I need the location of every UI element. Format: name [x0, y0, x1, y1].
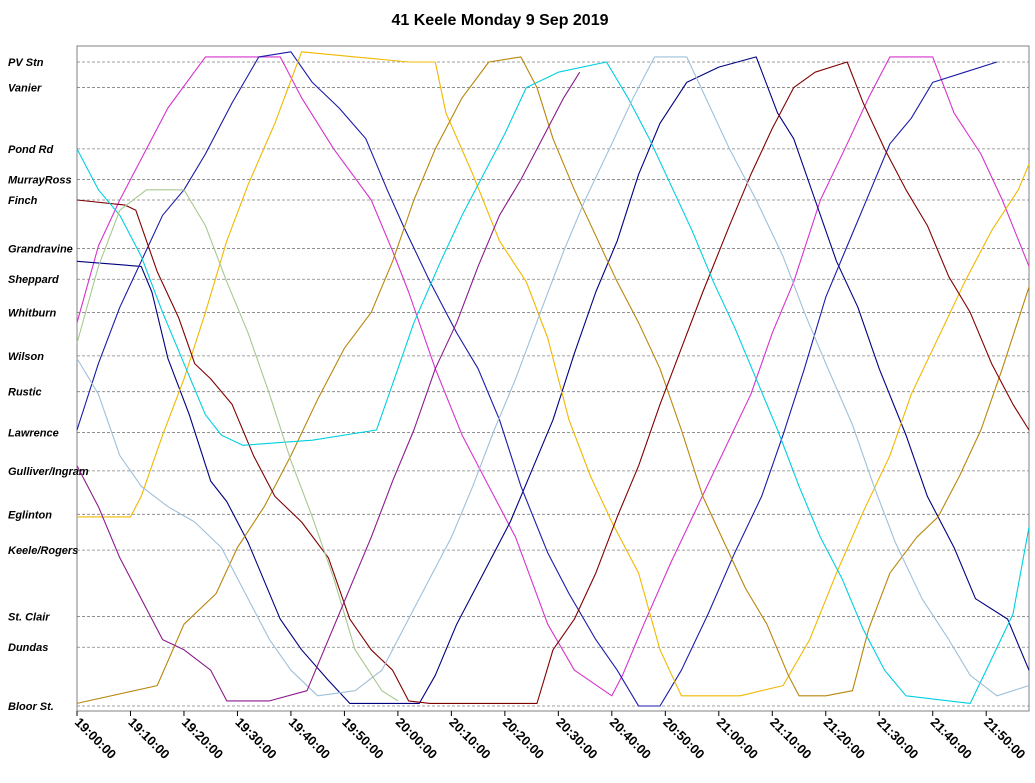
stop-label: Grandravine	[8, 244, 73, 256]
trip-line-8	[76, 56, 1030, 697]
x-tick-label: 20:00:00	[393, 715, 440, 762]
stop-label: Whitburn	[8, 307, 57, 319]
stop-label: Keele/Rogers	[8, 545, 78, 557]
stop-label: Rustic	[8, 387, 42, 399]
x-tick-label: 21:10:00	[767, 715, 814, 762]
stop-label: MurrayRoss	[8, 175, 72, 187]
stop-label: Bloor St.	[8, 701, 54, 713]
stop-label: St. Clair	[8, 612, 50, 624]
x-tick-label: 20:40:00	[607, 715, 654, 762]
trip-line-2	[76, 56, 1030, 704]
plot-frame	[76, 45, 1030, 712]
stop-label: Vanier	[8, 83, 42, 95]
x-tick-label: 19:20:00	[179, 715, 226, 762]
x-tick-label: 19:00:00	[72, 715, 119, 762]
x-tick-label: 21:50:00	[981, 715, 1028, 762]
x-tick-label: 20:30:00	[553, 715, 600, 762]
trip-line-6	[76, 61, 1030, 704]
stop-label: Lawrence	[8, 428, 59, 440]
x-tick-label: 21:00:00	[714, 715, 761, 762]
trip-line-3	[76, 51, 998, 707]
trip-line-7	[76, 61, 1030, 704]
trip-line-9	[76, 189, 399, 702]
x-tick-label: 20:20:00	[500, 715, 547, 762]
x-tick-label: 21:20:00	[821, 715, 868, 762]
x-tick-label: 19:50:00	[339, 715, 386, 762]
stop-label: Gulliver/Ingram	[8, 466, 89, 478]
trip-line-5	[76, 56, 1030, 704]
chart-title: 41 Keele Monday 9 Sep 2019	[391, 12, 609, 29]
x-tick-label: 20:10:00	[446, 715, 493, 762]
x-tick-label: 20:50:00	[660, 715, 707, 762]
x-tick-label: 19:40:00	[286, 715, 333, 762]
stop-label: Finch	[8, 195, 38, 207]
x-tick-label: 19:10:00	[125, 715, 172, 762]
trip-line-10	[76, 71, 581, 702]
stop-label: Wilson	[8, 351, 44, 363]
x-tick-label: 21:30:00	[874, 715, 921, 762]
trip-lines	[76, 51, 1030, 707]
x-tick-label: 19:30:00	[232, 715, 279, 762]
time-axis: 19:00:00 19:10:00 19:20:00 19:30:00 19:40:00…	[72, 711, 1029, 762]
gridlines	[77, 61, 1029, 707]
x-tick-label: 21:40:00	[928, 715, 975, 762]
stop-label: PV Stn	[8, 57, 44, 69]
trip-line-1	[76, 56, 1030, 697]
trip-line-4	[77, 51, 1030, 697]
stop-label: Sheppard	[8, 274, 59, 286]
stop-labels: PV Stn Vanier Pond Rd MurrayRoss Finch Grandr…	[8, 57, 89, 713]
stop-label: Eglinton	[8, 509, 52, 521]
stop-label: Dundas	[8, 642, 48, 654]
stop-label: Pond Rd	[8, 144, 53, 156]
